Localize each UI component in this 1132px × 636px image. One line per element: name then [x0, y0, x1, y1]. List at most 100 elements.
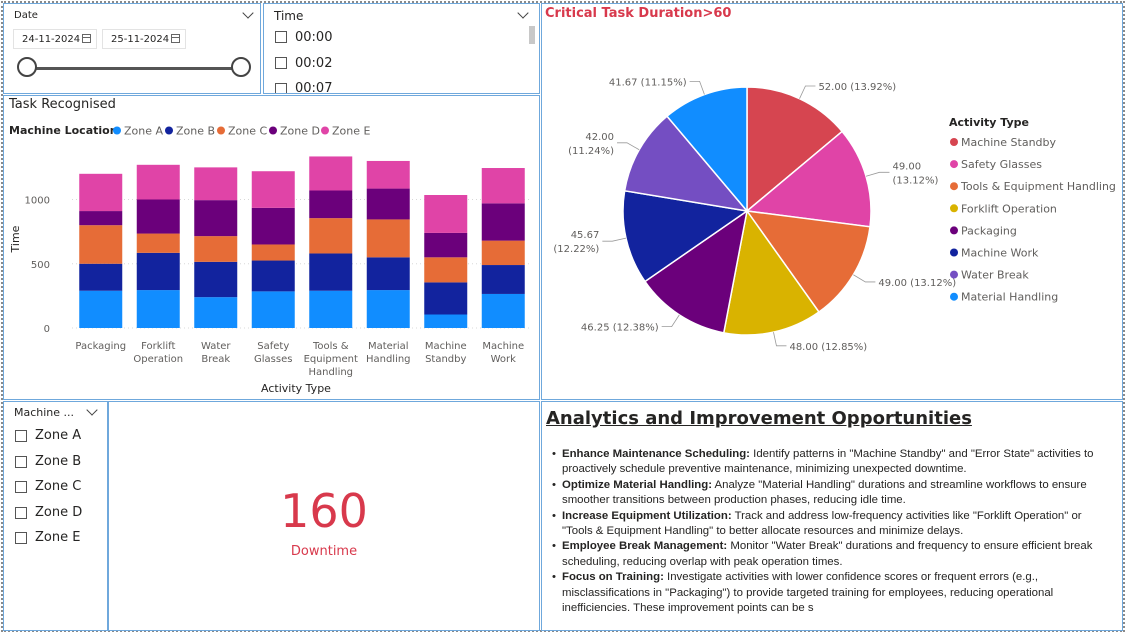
bar-segment[interactable] [136, 233, 180, 253]
analytics-textbox: Analytics and Improvement Opportunities … [541, 401, 1123, 631]
bar-segment[interactable] [366, 219, 410, 258]
bar-segment[interactable] [424, 257, 468, 283]
bar-segment[interactable] [136, 290, 180, 328]
pie-slice[interactable] [722, 209, 820, 336]
time-option[interactable]: 00:02 [295, 56, 333, 71]
list-item: Increase Equipment Utilization: Track an… [552, 509, 1112, 540]
machine-option[interactable]: Zone B [35, 453, 82, 469]
x-tick-label: Machine [482, 341, 524, 352]
chevron-down-icon[interactable] [242, 7, 254, 19]
time-option[interactable]: 00:07 [295, 81, 333, 94]
bar-segment[interactable] [136, 199, 180, 234]
calendar-icon[interactable] [171, 34, 180, 43]
bar-segment[interactable] [424, 282, 468, 315]
machine-option[interactable]: Zone C [35, 479, 82, 494]
checkbox[interactable] [275, 83, 287, 93]
checkbox[interactable] [15, 430, 27, 442]
bar-segment[interactable] [481, 265, 525, 294]
checkbox[interactable] [275, 57, 287, 69]
end-date-value: 25-11-2024 [111, 34, 170, 45]
bar-segment[interactable] [79, 225, 123, 264]
checkbox[interactable] [15, 481, 27, 493]
bar-segment[interactable] [366, 257, 410, 291]
item-body: Investigate activities with lower confid… [562, 571, 1054, 615]
data-label: (12.22%) [553, 244, 599, 255]
bar-segment[interactable] [79, 290, 123, 328]
bar-segment[interactable] [481, 203, 525, 241]
bar-segment[interactable] [424, 314, 468, 328]
bar-segment[interactable] [251, 260, 295, 292]
leader-line [853, 274, 876, 283]
calendar-icon[interactable] [82, 34, 91, 43]
bar-segment[interactable] [309, 190, 353, 219]
bar-segment[interactable] [194, 200, 238, 237]
bar-segment[interactable] [79, 263, 123, 291]
chevron-down-icon[interactable] [517, 7, 529, 19]
bar-segment[interactable] [251, 244, 295, 261]
bar-segment[interactable] [309, 156, 353, 191]
kpi-value: 160 [280, 484, 368, 538]
start-date-input[interactable]: 24-11-2024 [13, 29, 97, 49]
range-end-handle[interactable] [231, 57, 251, 77]
bar-segment[interactable] [251, 207, 295, 245]
time-slicer-label: Time [274, 9, 304, 23]
legend-marker [950, 204, 958, 213]
bar-segment[interactable] [309, 218, 353, 254]
checkbox[interactable] [275, 31, 287, 43]
bar-segment[interactable] [194, 261, 238, 298]
bar-segment[interactable] [136, 164, 180, 200]
range-start-handle[interactable] [17, 57, 37, 77]
pie-slice[interactable] [622, 189, 749, 283]
bar-segment[interactable] [366, 160, 410, 189]
machine-slicer-label: Machine ... [14, 406, 75, 419]
machine-option[interactable]: Zone E [35, 530, 81, 545]
bar-segment[interactable] [194, 236, 238, 262]
time-slicer[interactable]: Time 00:00 00:02 00:07 [263, 3, 540, 94]
data-label: 52.00 (13.92%) [818, 82, 896, 93]
machine-location-slicer[interactable]: Machine ... Zone A Zone B Zone C Zone D Zone… [3, 401, 108, 631]
chevron-down-icon[interactable] [86, 404, 98, 416]
bar-segment[interactable] [251, 291, 295, 328]
bar-segment[interactable] [481, 168, 525, 204]
machine-option[interactable]: Zone D [35, 504, 83, 520]
leader-line [661, 314, 680, 328]
y-tick-label: 0 [44, 324, 50, 335]
bar-segment[interactable] [481, 293, 525, 328]
bar-segment[interactable] [481, 240, 525, 266]
x-tick-label: Break [201, 354, 230, 365]
data-label: 46.25 (12.38%) [581, 323, 659, 334]
bar-segment[interactable] [79, 211, 123, 226]
bar-segment[interactable] [194, 167, 238, 201]
end-date-input[interactable]: 25-11-2024 [102, 29, 186, 49]
checkbox[interactable] [15, 506, 27, 519]
bar-segment[interactable] [136, 252, 180, 291]
item-body: Track and address low-frequency activiti… [562, 509, 1082, 538]
bar-segment[interactable] [79, 173, 123, 212]
date-slicer-label: Date [14, 10, 38, 21]
date-slicer[interactable]: Date 24-11-2024 25-11-2024 [3, 3, 261, 94]
leader-line [865, 171, 890, 177]
bar-segment[interactable] [424, 195, 468, 233]
legend-marker [950, 182, 958, 191]
list-item: Enhance Maintenance Scheduling: Identify… [552, 447, 1112, 478]
bar-segment[interactable] [309, 290, 353, 328]
time-option[interactable]: 00:00 [295, 30, 333, 45]
bar-segment[interactable] [424, 232, 468, 258]
checkbox[interactable] [15, 455, 27, 468]
item-heading: Employee Break Management: [562, 540, 728, 553]
x-tick-label: Water [201, 341, 231, 352]
bar-segment[interactable] [309, 253, 353, 291]
bar-segment[interactable] [366, 290, 410, 328]
pie-slice[interactable] [643, 209, 749, 334]
legend-marker [321, 126, 329, 135]
machine-option[interactable]: Zone A [35, 428, 82, 443]
x-tick-label: Packaging [75, 341, 126, 352]
date-range-track[interactable] [28, 67, 242, 70]
scrollbar[interactable] [529, 26, 535, 44]
bar-segment[interactable] [194, 297, 238, 328]
checkbox[interactable] [15, 532, 27, 544]
bar-segment[interactable] [366, 188, 410, 220]
x-tick-label: Forklift [141, 341, 175, 352]
bar-segment[interactable] [251, 171, 295, 208]
pie-chart-svg: 52.00 (13.92%) 49.00 (13.12%) 49.00 (13.12%… [553, 77, 1116, 352]
